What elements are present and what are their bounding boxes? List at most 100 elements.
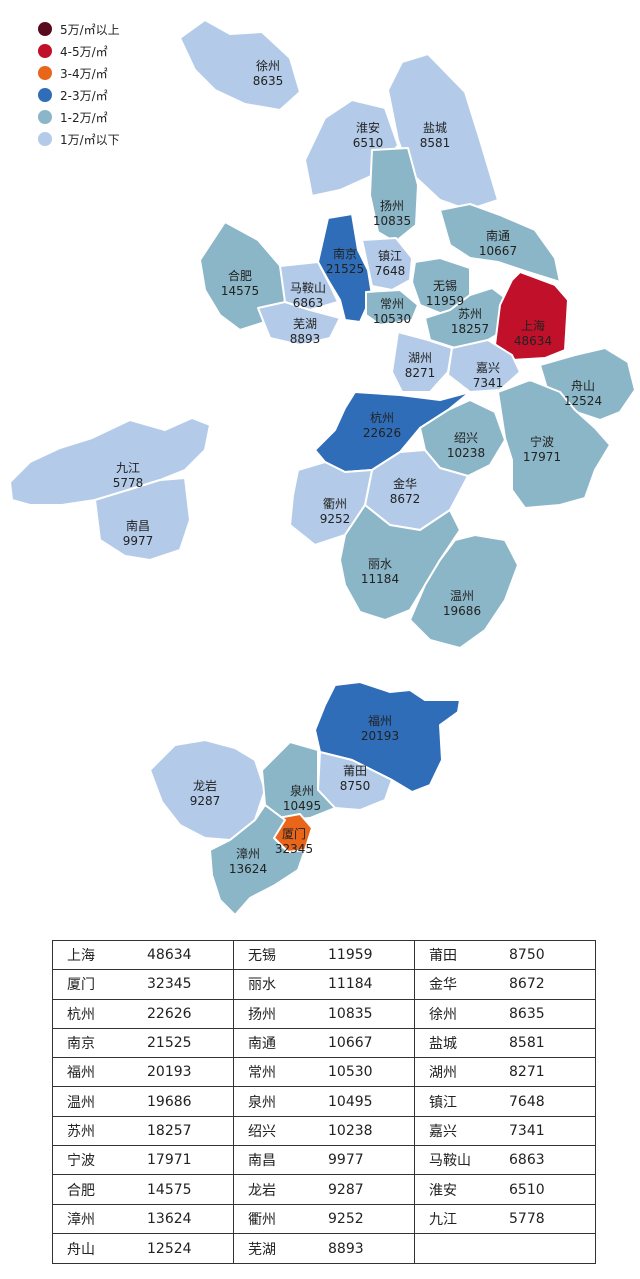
- table-value: 12524: [147, 1240, 192, 1257]
- city-value-label: 14575: [221, 284, 259, 298]
- table-row: 厦门 32345: [53, 970, 233, 1000]
- table-city: 芜湖: [248, 1241, 276, 1258]
- city-name-label: 芜湖: [293, 316, 317, 331]
- city-name-label: 盐城: [423, 121, 447, 135]
- price-table: 上海 48634 厦门 32345 杭州 22626 南京 21525 福州 20193 温州 196…: [52, 940, 596, 1264]
- table-value: 8893: [328, 1240, 364, 1257]
- table-value: 10667: [328, 1035, 373, 1052]
- city-value-label: 10495: [283, 799, 321, 813]
- table-city: 南京: [67, 1036, 95, 1053]
- table-city: 徐州: [429, 1006, 457, 1023]
- legend-label: 4-5万/㎡: [60, 44, 108, 59]
- city-value-label: 6863: [293, 296, 324, 310]
- legend-label: 1万/㎡以下: [60, 132, 120, 147]
- table-city: 盐城: [429, 1036, 457, 1053]
- city-value-label: 10667: [479, 244, 517, 258]
- table-city: 嘉兴: [429, 1123, 457, 1140]
- table-value: 11959: [328, 947, 373, 964]
- table-city: 温州: [67, 1094, 95, 1111]
- table-value: 17971: [147, 1152, 192, 1169]
- city-name-label: 湖州: [408, 350, 432, 365]
- city-name-label: 镇江: [378, 249, 402, 263]
- table-row: 丽水 11184: [234, 970, 414, 1000]
- region-27: [149, 739, 266, 841]
- city-value-label: 17971: [523, 450, 561, 464]
- table-value: 10530: [328, 1064, 373, 1081]
- city-value-label: 12524: [564, 394, 602, 408]
- table-value: 8271: [509, 1064, 545, 1081]
- table-column: 无锡 11959 丽水 11184 扬州 10835 南通 10667 常州 10530 泉州 104…: [234, 941, 415, 1263]
- table-row: 无锡 11959: [234, 941, 414, 971]
- region-6: [361, 237, 413, 291]
- legend-label: 5万/㎡以上: [60, 22, 120, 37]
- table-city: 无锡: [248, 948, 276, 965]
- legend-label: 2-3万/㎡: [60, 88, 108, 103]
- city-name-label: 温州: [450, 589, 474, 603]
- legend-item: 1万/㎡以下: [38, 128, 120, 150]
- table-value: 6863: [509, 1152, 545, 1169]
- table-city: 淮安: [429, 1182, 457, 1199]
- table-city: 常州: [248, 1065, 276, 1082]
- table-city: 镇江: [429, 1094, 457, 1111]
- region-12: [494, 271, 569, 361]
- table-city: 莆田: [429, 948, 457, 965]
- table-row: 盐城 8581: [415, 1029, 595, 1059]
- table-row: 莆田 8750: [415, 941, 595, 971]
- city-value-label: 22626: [363, 426, 401, 440]
- table-city: 龙岩: [248, 1182, 276, 1199]
- table-city: 舟山: [67, 1241, 95, 1258]
- table-city: 宁波: [67, 1153, 95, 1170]
- city-value-label: 9287: [190, 794, 221, 808]
- table-row: 徐州 8635: [415, 1000, 595, 1029]
- table-row: 舟山 12524: [53, 1234, 233, 1263]
- city-value-label: 9977: [123, 534, 154, 548]
- table-value: 8581: [509, 1035, 545, 1052]
- city-name-label: 南通: [486, 228, 510, 243]
- legend-swatch: [38, 88, 52, 102]
- table-row: 马鞍山 6863: [415, 1146, 595, 1176]
- table-row: 常州 10530: [234, 1058, 414, 1088]
- city-name-label: 马鞍山: [290, 280, 326, 295]
- table-row: 龙岩 9287: [234, 1175, 414, 1205]
- city-value-label: 10238: [447, 446, 485, 460]
- city-name-label: 合肥: [228, 268, 252, 283]
- city-name-label: 衢州: [323, 497, 347, 511]
- table-row: 湖州 8271: [415, 1058, 595, 1088]
- city-value-label: 13624: [229, 862, 267, 876]
- table-city: 漳州: [67, 1211, 95, 1228]
- legend-item: 3-4万/㎡: [38, 62, 120, 84]
- region-31: [209, 804, 306, 916]
- legend-swatch: [38, 22, 52, 36]
- city-name-label: 南京: [333, 246, 357, 261]
- city-value-label: 8581: [420, 136, 451, 150]
- table-city: 泉州: [248, 1094, 276, 1111]
- table-row: 南昌 9977: [234, 1146, 414, 1176]
- city-name-label: 龙岩: [193, 778, 217, 793]
- region-19: [497, 379, 611, 509]
- table-row: 宁波 17971: [53, 1146, 233, 1176]
- region-25: [409, 534, 519, 649]
- table-value: 21525: [147, 1035, 192, 1052]
- table-row: 漳州 13624: [53, 1205, 233, 1234]
- city-name-label: 宁波: [530, 434, 554, 449]
- table-row: 福州 20193: [53, 1058, 233, 1088]
- table-city: 杭州: [67, 1006, 95, 1023]
- table-value: 5778: [509, 1210, 545, 1227]
- city-name-label: 莆田: [343, 764, 367, 778]
- table-row: 上海 48634: [53, 941, 233, 971]
- table-row: 九江 5778: [415, 1205, 595, 1234]
- region-21: [94, 477, 191, 561]
- city-value-label: 8750: [340, 779, 371, 793]
- city-value-label: 9252: [320, 512, 351, 526]
- table-value: 22626: [147, 1005, 192, 1022]
- table-city: 福州: [67, 1065, 95, 1082]
- table-city: 上海: [67, 948, 95, 965]
- table-value: 10835: [328, 1005, 373, 1022]
- table-city: 九江: [429, 1211, 457, 1228]
- legend-swatch: [38, 44, 52, 58]
- region-26: [314, 681, 461, 793]
- city-name-label: 厦门: [282, 826, 306, 841]
- table-city: 扬州: [248, 1006, 276, 1023]
- city-name-label: 扬州: [380, 198, 404, 213]
- city-name-label: 九江: [116, 461, 140, 475]
